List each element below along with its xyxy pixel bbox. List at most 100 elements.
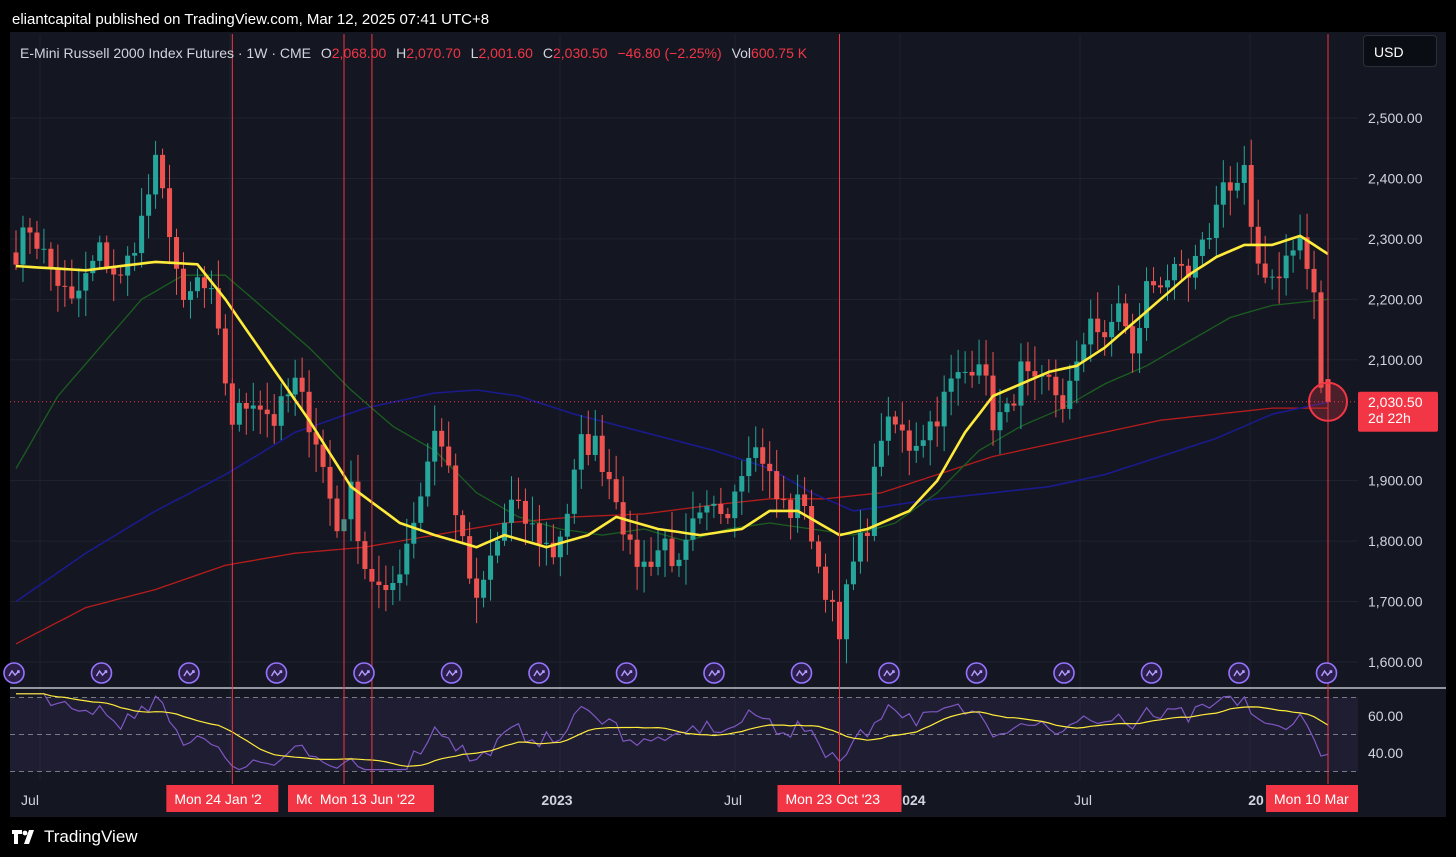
footer-bar: TradingView (0, 817, 1456, 857)
publish-info: eliantcapital published on TradingView.c… (12, 11, 490, 28)
time-axis: Jul 2023 Jul 2024 Jul 20 (21, 792, 1264, 808)
candle-body (997, 412, 1003, 431)
date-marker-badge: Mon 24 Jan '2 (166, 785, 279, 812)
event-icon[interactable] (615, 662, 638, 684)
candle-body (1206, 237, 1212, 240)
event-icon[interactable] (790, 662, 813, 684)
candle-body (376, 581, 382, 585)
candle-body (1032, 371, 1038, 377)
candle-body (76, 290, 82, 299)
candle-body (320, 444, 326, 467)
candle-body (613, 479, 619, 503)
candle-body (432, 430, 438, 462)
candle-body (243, 402, 249, 409)
change-value: −46.80 (−2.25%) (617, 45, 722, 61)
event-icon[interactable] (178, 662, 200, 684)
volume-value: 600.75 K (751, 45, 808, 61)
event-icon[interactable] (528, 662, 550, 684)
volume-label: Vol (731, 45, 752, 61)
currency-button[interactable]: USD (1363, 35, 1437, 67)
ma-short-line (15, 234, 1329, 549)
current-price-label: 2,030.50 (1368, 394, 1423, 410)
candle-body (753, 447, 759, 458)
event-icon[interactable] (1315, 662, 1338, 684)
event-icon[interactable] (90, 662, 113, 684)
candle-body (306, 391, 312, 433)
event-icon[interactable] (965, 662, 988, 684)
tradingview-logo[interactable]: TradingView (12, 827, 138, 847)
candle-body (118, 274, 124, 276)
candle-body (411, 522, 417, 544)
date-marker-label: Mon 10 Mar (1274, 791, 1349, 807)
candle-body (501, 522, 508, 541)
candle-body (250, 405, 256, 409)
open-label: O (320, 45, 332, 61)
date-marker-badge: Mon 13 Jun '22 (311, 785, 434, 812)
candle-body (913, 445, 919, 451)
vertical-markers (231, 34, 1329, 784)
candle-body (878, 440, 884, 467)
candle-body (1178, 263, 1184, 266)
event-icon[interactable] (3, 662, 25, 684)
price-axis-label: 2,400.00 (1368, 170, 1423, 186)
candle-body (1151, 281, 1157, 286)
event-icon[interactable] (1053, 662, 1075, 684)
event-icon[interactable] (878, 662, 900, 684)
candle-body (404, 543, 410, 575)
price-axis-label: 1,800.00 (1368, 533, 1423, 549)
candle-body (1025, 361, 1031, 372)
candle-body (1081, 344, 1087, 362)
candle-body (1053, 376, 1059, 396)
event-icon[interactable] (440, 662, 463, 684)
current-price-badge (1358, 391, 1438, 432)
candle-body (278, 396, 284, 426)
candle-body (48, 248, 54, 269)
candle-body (390, 583, 396, 591)
candle-body (529, 523, 535, 525)
time-axis-label: 2023 (541, 792, 572, 808)
time-axis-label: Jul (724, 792, 742, 808)
candle-body (271, 414, 277, 426)
event-icon[interactable] (1140, 662, 1163, 684)
time-axis-label: Jul (21, 792, 39, 808)
candles (13, 139, 1331, 664)
candle-body (160, 154, 166, 189)
candle-body (767, 463, 773, 472)
event-icon-glyph (183, 669, 195, 677)
event-icon[interactable] (265, 662, 288, 684)
open-value: 2,068.00 (331, 45, 387, 61)
candle-body (20, 227, 26, 265)
candle-body (488, 555, 494, 580)
event-icon-glyph (708, 669, 720, 677)
event-icon[interactable] (1228, 662, 1250, 684)
ma-long-blue-line (15, 389, 1329, 603)
candle-body (823, 566, 829, 600)
candle-body (257, 405, 263, 410)
candle-body (536, 523, 542, 544)
candle-body (1046, 374, 1052, 377)
candle-body (285, 394, 291, 397)
candle-body (1004, 403, 1010, 413)
candle-body (104, 242, 110, 269)
time-axis-label: 2024 (894, 792, 925, 808)
date-marker-label: Mon 13 Jun '22 (320, 791, 416, 807)
event-icon[interactable] (353, 662, 375, 684)
candle-body (215, 288, 221, 329)
event-icon-glyph (620, 669, 633, 677)
candle-body (62, 285, 68, 287)
candle-body (1116, 303, 1122, 322)
candle-body (264, 409, 270, 415)
candle-body (1234, 182, 1240, 191)
candle-body (704, 505, 710, 513)
price-axis-label: 1,700.00 (1368, 594, 1423, 610)
date-marker-label: Mon 24 Jan '2 (174, 791, 262, 807)
candle-body (355, 481, 361, 542)
candle-body (802, 494, 808, 507)
candle-body (871, 466, 877, 537)
candle-body (578, 434, 584, 470)
candle-body (641, 561, 647, 567)
candle-body (920, 440, 926, 446)
event-icon-glyph (533, 669, 545, 677)
event-icon[interactable] (703, 662, 725, 684)
